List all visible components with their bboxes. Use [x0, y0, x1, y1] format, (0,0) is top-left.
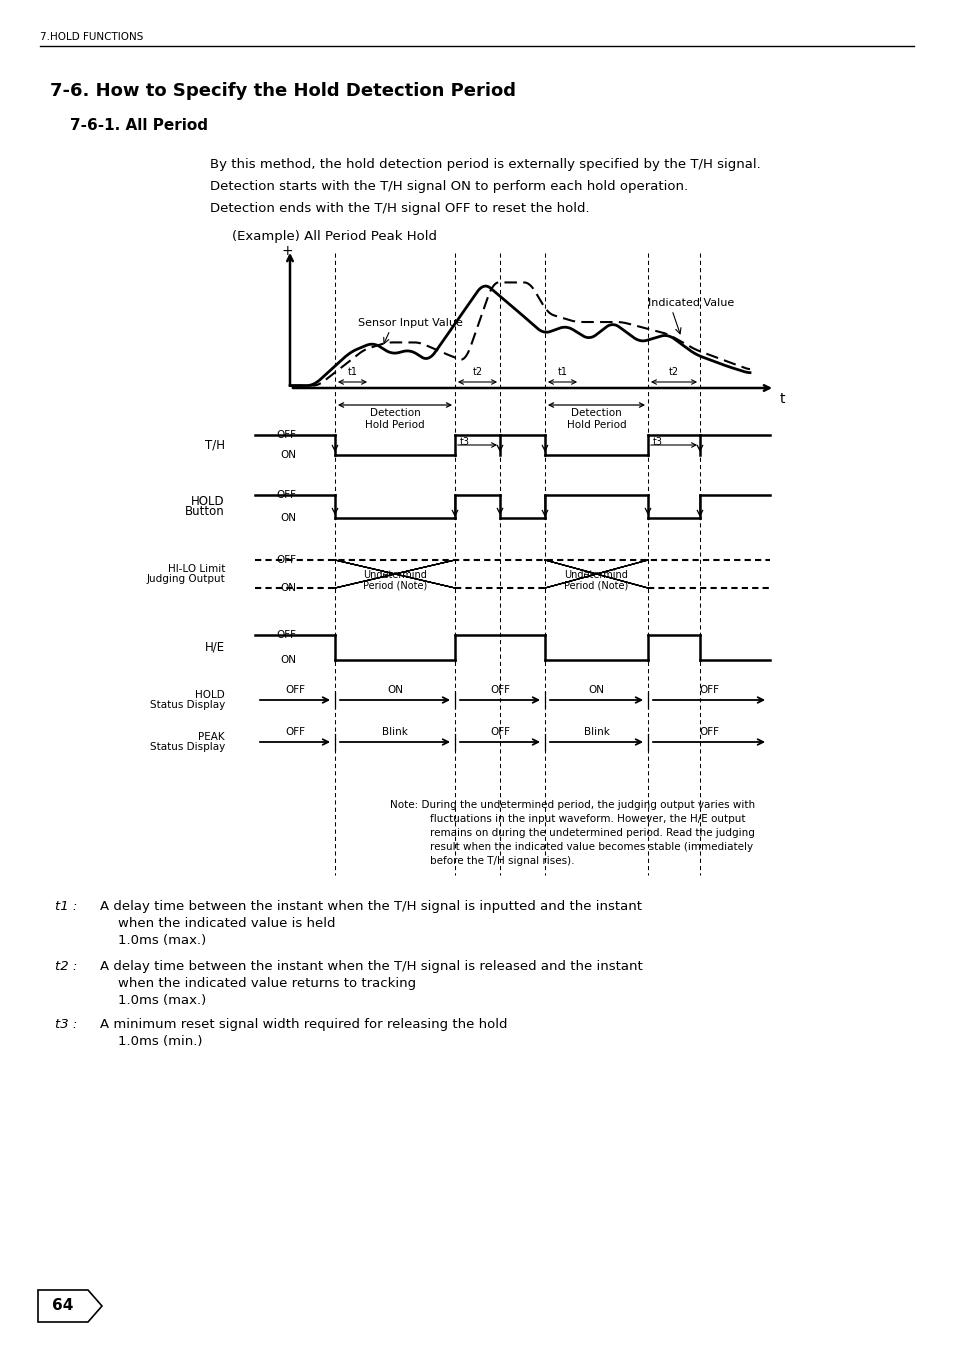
- Text: ON: ON: [280, 513, 295, 523]
- Text: A delay time between the instant when the T/H signal is inputted and the instant: A delay time between the instant when th…: [100, 900, 641, 913]
- Text: result when the indicated value becomes stable (immediately: result when the indicated value becomes …: [430, 842, 752, 852]
- Text: 64: 64: [52, 1298, 73, 1313]
- Text: HI-LO Limit: HI-LO Limit: [168, 563, 225, 574]
- Text: t1: t1: [557, 367, 567, 377]
- Text: Status Display: Status Display: [150, 742, 225, 753]
- Text: 7.HOLD FUNCTIONS: 7.HOLD FUNCTIONS: [40, 32, 143, 42]
- Text: OFF: OFF: [490, 685, 510, 694]
- Text: +: +: [281, 245, 293, 258]
- Text: A minimum reset signal width required for releasing the hold: A minimum reset signal width required fo…: [100, 1019, 507, 1031]
- Text: OFF: OFF: [275, 430, 295, 440]
- Text: t2: t2: [472, 367, 482, 377]
- Text: t3: t3: [652, 436, 662, 447]
- Text: Undetermind: Undetermind: [563, 570, 627, 580]
- Text: Blink: Blink: [583, 727, 609, 738]
- Text: ON: ON: [588, 685, 604, 694]
- Text: Hold Period: Hold Period: [365, 420, 424, 430]
- Text: Sensor Input Value: Sensor Input Value: [357, 317, 462, 328]
- Text: OFF: OFF: [699, 685, 719, 694]
- Text: HOLD: HOLD: [192, 494, 225, 508]
- Text: Judging Output: Judging Output: [146, 574, 225, 584]
- Text: t3: t3: [459, 436, 470, 447]
- Text: t2 :: t2 :: [55, 961, 77, 973]
- Text: ON: ON: [280, 584, 295, 593]
- Text: before the T/H signal rises).: before the T/H signal rises).: [430, 857, 574, 866]
- Text: OFF: OFF: [699, 727, 719, 738]
- Text: ON: ON: [280, 655, 295, 665]
- Text: when the indicated value is held: when the indicated value is held: [118, 917, 335, 929]
- Text: 1.0ms (max.): 1.0ms (max.): [118, 934, 206, 947]
- Text: Detection ends with the T/H signal OFF to reset the hold.: Detection ends with the T/H signal OFF t…: [210, 203, 589, 215]
- Text: 1.0ms (max.): 1.0ms (max.): [118, 994, 206, 1006]
- Text: H/E: H/E: [205, 640, 225, 654]
- Text: t1: t1: [347, 367, 357, 377]
- Text: T/H: T/H: [205, 439, 225, 451]
- Text: Period (Note): Period (Note): [563, 580, 627, 590]
- Text: Button: Button: [185, 505, 225, 517]
- Text: 1.0ms (min.): 1.0ms (min.): [118, 1035, 202, 1048]
- Text: A delay time between the instant when the T/H signal is released and the instant: A delay time between the instant when th…: [100, 961, 642, 973]
- Text: fluctuations in the input waveform. However, the H/E output: fluctuations in the input waveform. Howe…: [430, 815, 744, 824]
- Text: t: t: [780, 392, 784, 407]
- Text: Undetermind: Undetermind: [363, 570, 427, 580]
- Text: Period (Note): Period (Note): [362, 580, 427, 590]
- Text: remains on during the undetermined period. Read the judging: remains on during the undetermined perio…: [430, 828, 754, 838]
- Text: PEAK: PEAK: [198, 732, 225, 742]
- Text: Detection: Detection: [571, 408, 621, 417]
- Text: OFF: OFF: [275, 630, 295, 640]
- Text: OFF: OFF: [275, 555, 295, 565]
- Text: By this method, the hold detection period is externally specified by the T/H sig: By this method, the hold detection perio…: [210, 158, 760, 172]
- Text: ON: ON: [280, 450, 295, 459]
- Text: Note: During the undetermined period, the judging output varies with: Note: During the undetermined period, th…: [390, 800, 755, 811]
- Text: Status Display: Status Display: [150, 700, 225, 711]
- Text: when the indicated value returns to tracking: when the indicated value returns to trac…: [118, 977, 416, 990]
- Text: Indicated Value: Indicated Value: [647, 299, 734, 308]
- Text: 7-6. How to Specify the Hold Detection Period: 7-6. How to Specify the Hold Detection P…: [50, 82, 516, 100]
- Text: OFF: OFF: [285, 727, 305, 738]
- Text: OFF: OFF: [285, 685, 305, 694]
- Text: t1 :: t1 :: [55, 900, 77, 913]
- Text: OFF: OFF: [490, 727, 510, 738]
- Text: 7-6-1. All Period: 7-6-1. All Period: [70, 118, 208, 132]
- Text: Hold Period: Hold Period: [566, 420, 626, 430]
- Text: HOLD: HOLD: [195, 690, 225, 700]
- Text: ON: ON: [387, 685, 402, 694]
- Text: t2: t2: [668, 367, 679, 377]
- Text: Detection: Detection: [369, 408, 420, 417]
- Text: OFF: OFF: [275, 490, 295, 500]
- Text: t3 :: t3 :: [55, 1019, 77, 1031]
- Text: Detection starts with the T/H signal ON to perform each hold operation.: Detection starts with the T/H signal ON …: [210, 180, 687, 193]
- Text: (Example) All Period Peak Hold: (Example) All Period Peak Hold: [232, 230, 436, 243]
- Text: Blink: Blink: [381, 727, 408, 738]
